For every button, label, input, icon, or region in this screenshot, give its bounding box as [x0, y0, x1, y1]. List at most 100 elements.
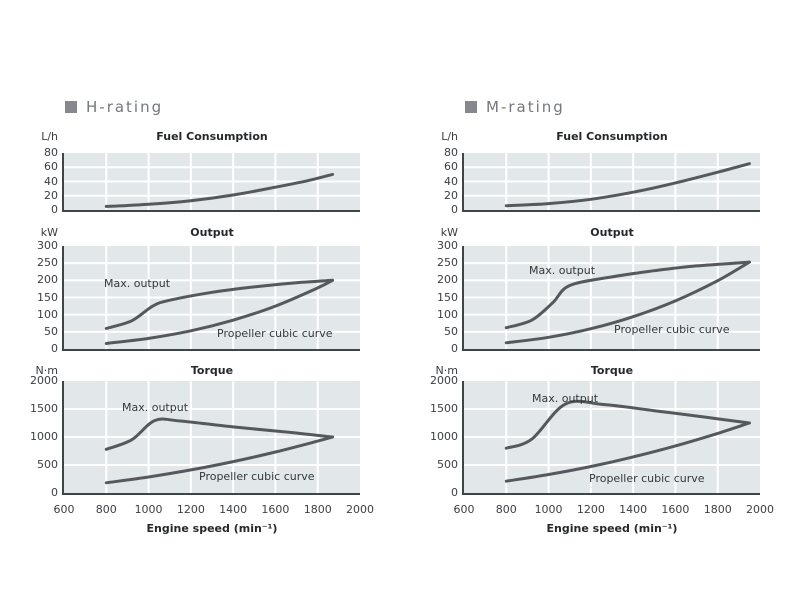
y-tick-label: 50 — [444, 324, 458, 338]
x-tick-label: 1000 — [534, 503, 563, 516]
rating-header-label: M-rating — [486, 98, 565, 116]
propeller-cubic-curve-curve — [504, 260, 751, 345]
x-tick-label: 600 — [453, 503, 475, 516]
y-tick-label: 250 — [437, 256, 458, 270]
y-tick-label: 2000 — [30, 374, 58, 387]
max-output-curve — [104, 278, 334, 330]
plot-area — [462, 153, 760, 212]
propeller-cubic-curve-label: Propeller cubic curve — [199, 470, 315, 483]
y-unit-label: N·m — [35, 364, 58, 377]
m-rating-header: M-rating — [465, 98, 565, 116]
x-tick-label: 1400 — [619, 503, 648, 516]
y-tick-label: 20 — [44, 188, 58, 202]
x-tick-label: 1000 — [134, 503, 163, 516]
x-tick-label: 2000 — [346, 503, 374, 516]
x-tick-label: 800 — [495, 503, 517, 516]
propeller-cubic-curve-label: Propeller cubic curve — [614, 323, 730, 336]
x-tick-label: 800 — [95, 503, 117, 516]
y-unit-label: N·m — [435, 364, 458, 377]
rating-header-label: H-rating — [86, 98, 164, 116]
y-tick-label: 0 — [451, 203, 458, 216]
y-unit-label: kW — [40, 226, 58, 239]
chart-title: Output — [590, 226, 634, 239]
y-tick-label: 200 — [37, 273, 58, 287]
m-rating-column: M-rating L/h Fuel Consumption 0 20 40 60 80 … — [400, 0, 800, 600]
y-tick-label: 0 — [451, 486, 458, 499]
y-tick-label: 0 — [51, 342, 58, 355]
chart-title: Fuel Consumption — [556, 130, 668, 143]
max-output-curve — [504, 399, 751, 450]
plot-background — [464, 381, 760, 493]
x-tick-label: 1800 — [703, 503, 732, 516]
plot-area — [62, 246, 360, 351]
rating-bullet-icon — [65, 101, 77, 113]
x-axis-title: Engine speed (min⁻¹) — [546, 522, 678, 535]
plot-area — [462, 381, 760, 495]
y-tick-label: 40 — [444, 174, 458, 188]
y-tick-label: 50 — [44, 324, 58, 338]
y-unit-label: L/h — [441, 130, 458, 143]
y-tick-label: 60 — [44, 160, 58, 174]
plot-area — [62, 153, 360, 212]
propeller-cubic-curve-curve — [104, 435, 334, 485]
y-unit-label: kW — [440, 226, 458, 239]
x-tick-label: 1800 — [303, 503, 332, 516]
x-axis-title: Engine speed (min⁻¹) — [146, 522, 278, 535]
chart-title: Output — [190, 226, 234, 239]
y-tick-label: 100 — [37, 307, 58, 321]
y-tick-label: 1500 — [430, 402, 458, 415]
plot-background — [64, 381, 360, 493]
y-tick-label: 300 — [437, 239, 458, 252]
max-output-curve — [104, 417, 334, 451]
fuel-consumption-curve — [504, 162, 751, 208]
y-tick-label: 150 — [37, 290, 58, 304]
x-tick-label: 1600 — [661, 503, 690, 516]
max-output-label: Max. output — [122, 401, 189, 414]
y-tick-label: 300 — [37, 239, 58, 252]
chart-title: Torque — [190, 364, 234, 377]
y-tick-label: 1500 — [30, 402, 58, 415]
plot-background — [64, 153, 360, 210]
chart-title: Fuel Consumption — [156, 130, 268, 143]
y-tick-label: 2000 — [430, 374, 458, 387]
plot-area — [62, 381, 360, 495]
y-tick-label: 500 — [37, 458, 58, 471]
propeller-cubic-curve-curve — [504, 421, 751, 483]
propeller-cubic-curve-label: Propeller cubic curve — [217, 327, 333, 340]
y-tick-label: 0 — [451, 342, 458, 355]
max-output-label: Max. output — [529, 264, 596, 277]
h-rating-column: H-rating L/h Fuel Consumption 0 20 40 60 80 … — [30, 98, 374, 535]
propeller-cubic-curve-label: Propeller cubic curve — [589, 472, 705, 485]
max-output-curve — [504, 260, 751, 330]
y-tick-label: 500 — [437, 458, 458, 471]
y-tick-label: 1000 — [430, 430, 458, 443]
y-tick-label: 0 — [51, 203, 58, 216]
max-output-label: Max. output — [532, 392, 599, 405]
y-unit-label: L/h — [41, 130, 58, 143]
plot-background — [464, 153, 760, 210]
h-rating-header: H-rating — [65, 98, 163, 116]
plot-background — [64, 246, 360, 349]
y-tick-label: 1000 — [30, 430, 58, 443]
y-tick-label: 200 — [437, 273, 458, 287]
fuel-consumption-curve — [104, 172, 334, 208]
x-tick-label: 600 — [53, 503, 75, 516]
y-tick-label: 150 — [437, 290, 458, 304]
max-output-label: Max. output — [104, 277, 171, 290]
y-tick-label: 0 — [51, 486, 58, 499]
x-tick-label: 1400 — [219, 503, 248, 516]
plot-area — [462, 246, 760, 351]
y-tick-label: 80 — [44, 146, 58, 159]
y-tick-label: 40 — [44, 174, 58, 188]
y-tick-label: 20 — [444, 188, 458, 202]
y-tick-label: 80 — [444, 146, 458, 159]
y-tick-label: 60 — [444, 160, 458, 174]
x-tick-label: 1200 — [176, 503, 205, 516]
rating-bullet-icon — [465, 101, 477, 113]
y-tick-label: 250 — [37, 256, 58, 270]
chart-title: Torque — [590, 364, 634, 377]
propeller-cubic-curve-curve — [104, 278, 334, 345]
x-tick-label: 1200 — [576, 503, 605, 516]
x-tick-label: 2000 — [746, 503, 774, 516]
